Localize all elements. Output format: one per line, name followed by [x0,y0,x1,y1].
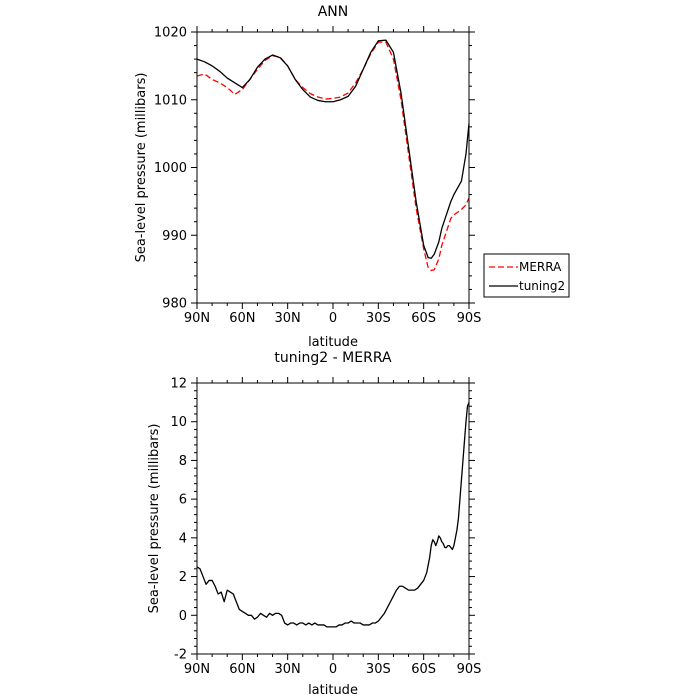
panel-top-x-axis-title: latitude [308,335,358,350]
panel-bottom-title: tuning2 - MERRA [274,350,392,366]
panel-bottom-plot: 90N 60N 30N 0 30S 60S 90S -2 0 2 4 6 8 10 12 [170,377,481,678]
panel-top-x-tick-label: 90S [457,311,482,326]
panel-bottom-y-tick-label: 12 [170,377,187,392]
panel-bottom-x-tick-label: 30S [366,662,391,677]
panel-top-x-tick-label: 90N [184,311,210,326]
panel-top-x-tick-label: 0 [329,311,337,326]
panel-top-y-tick-label: 1000 [154,161,187,176]
panel-top-y-axis-title: Sea-level pressure (millibars) [134,73,149,263]
panel-bottom-y-tick-label: 4 [179,531,187,546]
panel-top-title: ANN [318,4,349,20]
panel-top-series-merra [196,41,470,272]
panel-top-y-tick-label: 1010 [154,93,187,108]
panel-top-x-tick-label: 60S [411,311,436,326]
panel-bottom-series-difference [196,402,470,628]
panel-bottom-x-tick-label: 0 [329,662,337,677]
legend-label-tuning2: tuning2 [519,279,565,293]
panel-bottom-x-tick-label: 60N [229,662,255,677]
panel-bottom-x-axis-title: latitude [308,683,358,698]
panel-top-frame [196,31,470,304]
panel-bottom-x-tick-label: 90N [184,662,210,677]
panel-top-x-tick-label: 30N [275,311,301,326]
panel-bottom-y-tick-label: 10 [170,415,187,430]
panel-top: ANN 90N 60N 30N 0 30S 60S 90S 980 990 1000 1010 102… [134,4,570,350]
panel-bottom-y-tick-label: 2 [179,570,187,585]
panel-top-series-tuning2 [196,39,470,259]
panel-bottom-y-tick-label: 6 [179,493,187,508]
panel-bottom-x-tick-label: 90S [457,662,482,677]
panel-bottom-y-tick-label: -2 [174,648,187,663]
legend-label-merra: MERRA [519,260,562,274]
panel-top-y-tick-label: 1020 [154,26,187,41]
panel-bottom: tuning2 - MERRA 90N 60N 30N 0 30S 60S 90S -2 0 2 4… [147,350,481,698]
panel-top-y-tick-label: 990 [162,229,187,244]
panel-bottom-y-axis-title: Sea-level pressure (millibars) [147,424,162,614]
panel-bottom-frame [196,382,470,655]
panel-top-x-tick-label: 60N [229,311,255,326]
panel-top-x-tick-label: 30S [366,311,391,326]
panel-bottom-y-tick-label: 8 [179,454,187,469]
panel-bottom-x-tick-label: 30N [275,662,301,677]
panel-top-legend: MERRA tuning2 [483,253,570,298]
panel-bottom-y-tick-label: 0 [179,609,187,624]
legend-box [483,253,570,298]
panel-bottom-x-tick-label: 60S [411,662,436,677]
panel-top-y-tick-label: 980 [162,297,187,312]
panel-top-plot: 90N 60N 30N 0 30S 60S 90S 980 990 1000 1010 1020 [154,26,481,327]
